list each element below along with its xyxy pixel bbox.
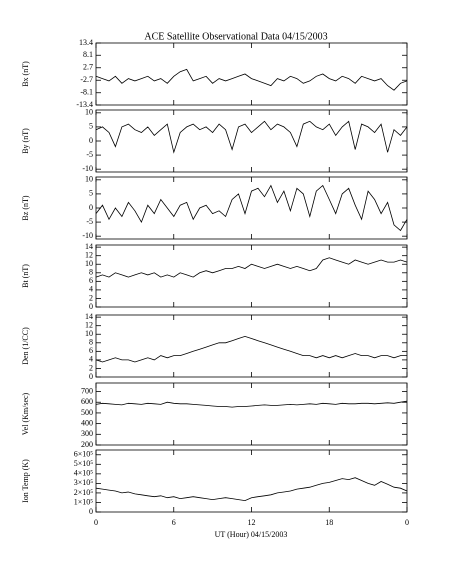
panel-frame <box>95 109 408 173</box>
y-tick-label: -5 <box>86 217 93 226</box>
x-tick-label: 18 <box>325 518 333 527</box>
y-tick-label: 300 <box>81 429 93 438</box>
data-line <box>95 335 407 363</box>
y-tick-label: -5 <box>86 150 93 159</box>
y-axis-label: Vel (Km/sec) <box>21 392 30 435</box>
y-tick-label: 10 <box>85 329 93 338</box>
y-tick-label: 0 <box>89 302 93 311</box>
data-line <box>95 477 408 502</box>
y-tick-label: 6×10⁵ <box>74 450 94 459</box>
y-tick-label: 400 <box>81 418 93 427</box>
y-tick-label: 4 <box>89 355 93 364</box>
y-tick-label: 1×10⁵ <box>74 497 94 506</box>
y-axis-label: Bt (nT) <box>21 264 30 288</box>
y-tick-label: 2 <box>89 363 93 372</box>
y-tick-label: 3×10⁵ <box>74 478 94 487</box>
y-tick-label: 4×10⁵ <box>74 469 94 478</box>
x-tick-label: 0 <box>94 518 98 527</box>
y-axis-label: Bx (nT) <box>21 61 30 87</box>
y-tick-label: 8.1 <box>83 50 93 59</box>
y-tick-label: 200 <box>81 440 93 449</box>
y-tick-label: 0 <box>89 372 93 381</box>
data-line <box>95 184 408 232</box>
x-tick-label: 0 <box>405 518 409 527</box>
y-tick-label: 2×10⁵ <box>74 488 94 497</box>
panel-frame <box>95 244 408 308</box>
y-tick-label: 5 <box>89 189 93 198</box>
y-tick-label: 14 <box>85 242 93 251</box>
y-tick-label: 4 <box>89 285 93 294</box>
data-line <box>95 257 408 278</box>
y-tick-label: 14 <box>85 312 93 321</box>
y-tick-label: -13.4 <box>76 100 93 109</box>
panel-frame <box>95 314 408 378</box>
y-tick-label: -2.7 <box>80 75 93 84</box>
y-tick-label: 8 <box>89 268 93 277</box>
y-tick-label: 10 <box>85 175 93 184</box>
x-axis-label: UT (Hour) 04/15/2003 <box>215 530 288 539</box>
y-tick-label: 700 <box>81 386 93 395</box>
data-line <box>95 400 408 408</box>
panel-frame <box>95 449 408 513</box>
y-tick-label: 5 <box>89 122 93 131</box>
y-tick-label: 12 <box>85 251 93 260</box>
y-tick-label: 13.4 <box>79 38 93 47</box>
y-tick-label: 2 <box>89 293 93 302</box>
y-axis-label: Bz (nT) <box>21 195 30 220</box>
panel-frame <box>95 176 408 240</box>
y-tick-label: 2.7 <box>83 63 93 72</box>
y-tick-label: 10 <box>85 259 93 268</box>
chart-title: ACE Satellite Observational Data 04/15/2… <box>144 31 327 42</box>
y-axis-label: By (nT) <box>21 128 30 154</box>
panel-frame <box>95 42 408 106</box>
panel-frame <box>95 382 408 446</box>
x-tick-label: 12 <box>248 518 256 527</box>
y-tick-label: 600 <box>81 397 93 406</box>
y-tick-label: -8.1 <box>80 88 93 97</box>
y-tick-label: 0 <box>89 203 93 212</box>
y-tick-label: -10 <box>82 164 93 173</box>
y-tick-label: 6 <box>89 346 93 355</box>
y-tick-label: 500 <box>81 408 93 417</box>
data-line <box>95 120 408 154</box>
data-line <box>95 68 408 91</box>
y-tick-label: 0 <box>89 136 93 145</box>
y-tick-label: 10 <box>85 108 93 117</box>
y-axis-label: Den (1/CC) <box>21 327 30 365</box>
y-axis-label: Ion Temp (K) <box>21 459 30 503</box>
y-tick-label: -10 <box>82 231 93 240</box>
y-tick-label: 8 <box>89 338 93 347</box>
y-tick-label: 6 <box>89 276 93 285</box>
y-tick-label: 0 <box>89 507 93 516</box>
y-tick-label: 5×10⁵ <box>74 459 94 468</box>
x-tick-label: 6 <box>172 518 176 527</box>
y-tick-label: 12 <box>85 321 93 330</box>
